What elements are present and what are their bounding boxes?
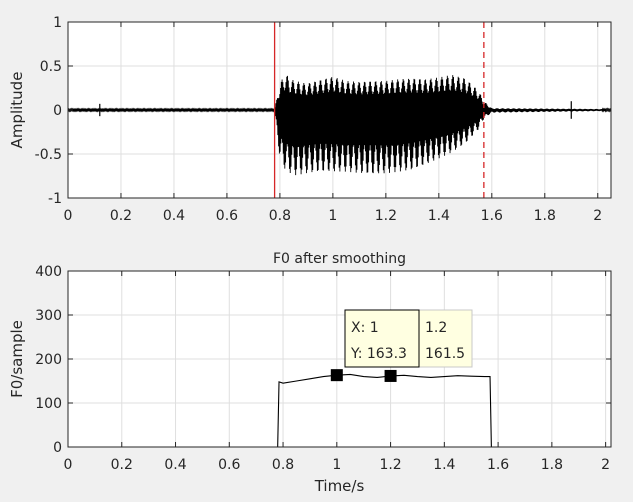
x-tick-label: 0.4 bbox=[163, 208, 185, 224]
datatip-y-text: 161.5 bbox=[425, 346, 465, 362]
x-tick-label: 1 bbox=[332, 457, 341, 473]
series-group bbox=[68, 75, 611, 176]
x-tick-label: 1.2 bbox=[379, 457, 401, 473]
datatip-y-text: Y: 163.3 bbox=[350, 346, 407, 362]
x-tick-label: 1.6 bbox=[487, 457, 509, 473]
x-tick-label: 2 bbox=[593, 208, 602, 224]
datatip-x-text: 1.2 bbox=[425, 320, 447, 336]
series-group bbox=[68, 373, 611, 447]
x-tick-label: 1.4 bbox=[433, 457, 455, 473]
x-tick-label: 1.6 bbox=[481, 208, 503, 224]
datatip-box[interactable] bbox=[344, 309, 420, 368]
x-axis-label: Time/s bbox=[314, 477, 365, 495]
y-tick-label: 100 bbox=[35, 396, 62, 412]
datatip[interactable]: 1.2 161.5 bbox=[418, 309, 473, 368]
y-tick-label: 0.5 bbox=[40, 59, 62, 75]
y-tick-label: -1 bbox=[48, 191, 62, 207]
datatip-marker[interactable] bbox=[384, 369, 397, 382]
x-tick-label: 0 bbox=[64, 457, 73, 473]
y-tick-label: 300 bbox=[35, 308, 62, 324]
chart-title: F0 after smoothing bbox=[273, 251, 406, 267]
y-axis-label: Amplitude bbox=[8, 72, 26, 149]
datatip-active[interactable]: X: 1 Y: 163.3 bbox=[344, 309, 420, 368]
f0-line bbox=[68, 373, 611, 447]
waveform-core bbox=[68, 93, 611, 133]
x-tick-label: 0.4 bbox=[164, 457, 186, 473]
x-tick-label: 0.2 bbox=[111, 457, 133, 473]
axes-2: 0 0.2 0.4 0.6 0.8 1 1.2 1.4 1.6 1.8 2 0 100 200 300 400… bbox=[8, 251, 612, 495]
datatip-marker[interactable] bbox=[330, 369, 343, 382]
y-tick-label: -0.5 bbox=[35, 147, 62, 163]
x-tick-label: 2 bbox=[601, 457, 610, 473]
x-tick-label: 0.6 bbox=[218, 457, 240, 473]
y-tick-label: 400 bbox=[35, 264, 62, 280]
y-tick-label: 0 bbox=[53, 103, 62, 119]
y-tick-label: 200 bbox=[35, 352, 62, 368]
axes-1: 0 0.2 0.4 0.6 0.8 1 1.2 1.4 1.6 1.8 2 -1 -0.5 0 0.5 1 Am… bbox=[8, 15, 612, 224]
x-tick-label: 0.8 bbox=[272, 457, 294, 473]
datatip-box[interactable] bbox=[418, 309, 473, 368]
x-tick-label: 0.8 bbox=[269, 208, 291, 224]
x-tick-label: 1.4 bbox=[428, 208, 450, 224]
x-tick-label: 1.8 bbox=[541, 457, 563, 473]
x-tick-label: 0 bbox=[64, 208, 73, 224]
x-tick-label: 0.2 bbox=[110, 208, 132, 224]
y-axis-label: F0/sample bbox=[8, 320, 26, 398]
y-tick-label: 0 bbox=[53, 440, 62, 456]
x-tick-label: 0.6 bbox=[216, 208, 238, 224]
x-tick-label: 1 bbox=[328, 208, 337, 224]
datatip-x-text: X: 1 bbox=[351, 320, 379, 336]
x-tick-label: 1.8 bbox=[534, 208, 556, 224]
y-tick-label: 1 bbox=[53, 15, 62, 31]
x-tick-label: 1.2 bbox=[375, 208, 397, 224]
